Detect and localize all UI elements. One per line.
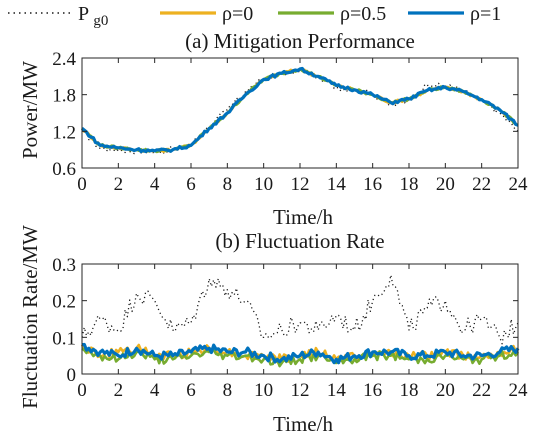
legend-item-rho1: ρ=1 (408, 3, 501, 25)
x-tick-label: 24 (509, 380, 529, 401)
y-tick-label: 1.2 (52, 122, 76, 143)
legend-label-rho1: ρ=1 (470, 3, 501, 25)
panel-b-ylabel: Fluctuation Rate/MW (18, 225, 42, 409)
x-tick-label: 22 (472, 174, 491, 195)
panel-a: (a) Mitigation Performance Power/MW Time… (18, 29, 528, 229)
panel-a-ylabel: Power/MW (18, 61, 42, 159)
x-tick-label: 6 (186, 174, 196, 195)
x-tick-label: 2 (114, 174, 124, 195)
x-tick-label: 6 (186, 380, 196, 401)
panel-b-series-rho05 (81, 347, 520, 368)
panel-a-axes: 0 2 4 6 8 10 12 14 16 18 20 22 240.61.21.82.4 (52, 49, 528, 195)
panel-a-series-rho05 (81, 67, 519, 154)
y-tick-label: 0.3 (52, 255, 76, 276)
x-tick-label: 18 (400, 174, 419, 195)
x-tick-label: 8 (223, 380, 233, 401)
x-tick-label: 20 (436, 174, 455, 195)
x-tick-label: 12 (291, 380, 310, 401)
panel-a-title: (a) Mitigation Performance (185, 29, 415, 53)
x-tick-label: 2 (114, 380, 124, 401)
x-tick-label: 8 (223, 174, 233, 195)
legend-label-pg0: P g0 (78, 3, 108, 29)
y-tick-label: 0.2 (52, 292, 76, 313)
panel-b: (b) Fluctuation Rate Fluctuation Rate/MW… (18, 225, 528, 436)
panel-a-xlabel: Time/h (273, 205, 333, 229)
panel-a-series-pg0 (81, 67, 519, 155)
y-tick-label: 1.8 (52, 86, 76, 107)
x-tick-label: 10 (254, 380, 273, 401)
panel-b-xlabel: Time/h (273, 412, 333, 436)
x-tick-label: 20 (436, 380, 455, 401)
x-tick-label: 16 (363, 380, 382, 401)
y-tick-label: 0.6 (52, 159, 76, 180)
x-tick-label: 4 (150, 174, 160, 195)
legend-item-rho05: ρ=0.5 (278, 3, 386, 25)
panel-b-title: (b) Fluctuation Rate (215, 229, 384, 253)
x-tick-label: 4 (150, 380, 160, 401)
x-tick-label: 10 (254, 174, 273, 195)
y-tick-label: 0 (67, 365, 77, 386)
y-tick-label: 0.1 (52, 328, 76, 349)
x-tick-label: 0 (77, 174, 87, 195)
x-tick-label: 22 (472, 380, 491, 401)
legend: P g0 ρ=0 ρ=0.5 ρ=1 (8, 3, 501, 29)
x-tick-label: 0 (77, 380, 87, 401)
x-tick-label: 12 (291, 174, 310, 195)
x-tick-label: 14 (327, 380, 347, 401)
x-tick-label: 16 (363, 174, 382, 195)
x-tick-label: 18 (400, 380, 419, 401)
y-tick-label: 2.4 (52, 49, 76, 70)
legend-label-rho0: ρ=0 (222, 3, 253, 25)
x-tick-label: 24 (509, 174, 529, 195)
panel-a-series-rho1 (81, 66, 519, 154)
x-tick-label: 14 (327, 174, 347, 195)
panel-a-series-rho0 (80, 67, 519, 153)
panel-b-series-pg0 (81, 274, 519, 345)
legend-item-rho0: ρ=0 (160, 3, 253, 25)
legend-item-pg0: P g0 (8, 3, 108, 29)
legend-label-rho05: ρ=0.5 (340, 3, 386, 25)
panel-b-series-rho1 (81, 342, 520, 365)
